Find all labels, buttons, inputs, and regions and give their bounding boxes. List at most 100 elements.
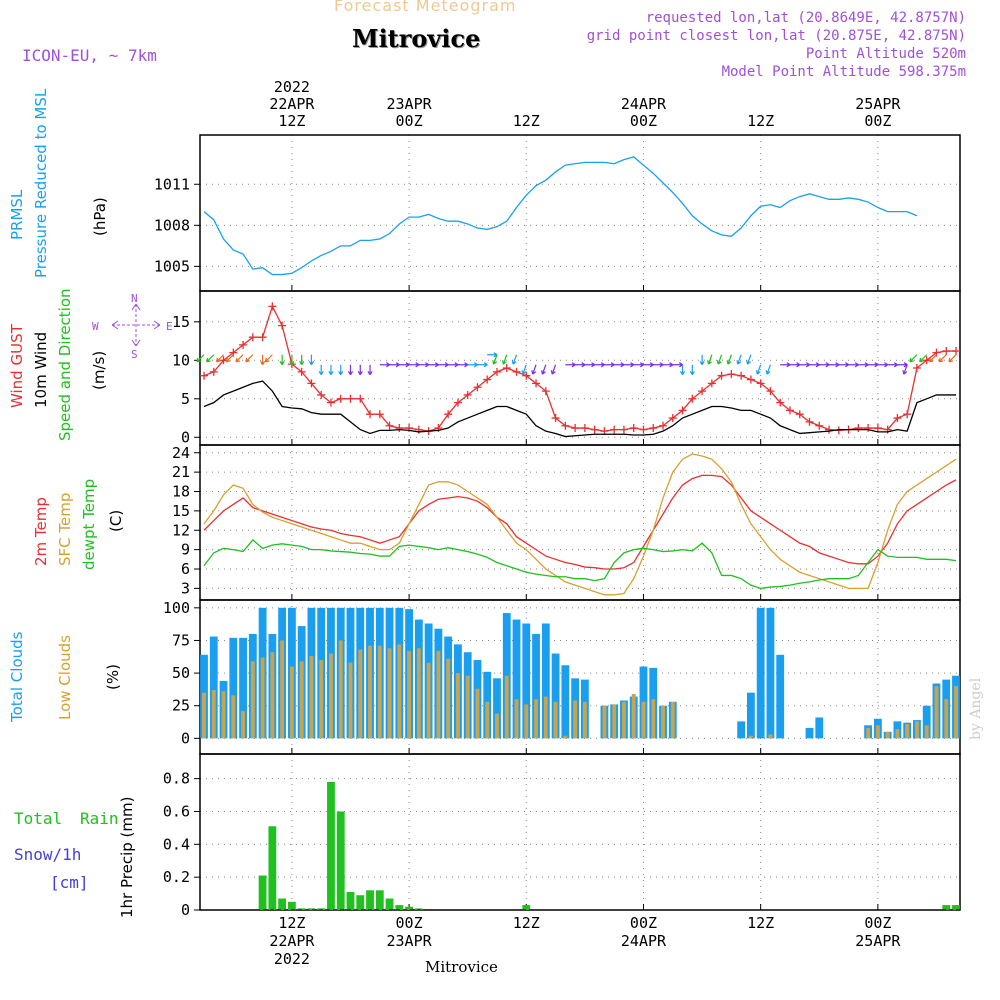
bottom-time-label-date: 22APR <box>269 932 315 950</box>
rain-bar <box>942 905 951 910</box>
low-cloud-bar <box>924 725 929 739</box>
y-tick-label: 0.8 <box>163 770 190 788</box>
total-cloud-bar <box>756 607 765 739</box>
wind-direction-arrow <box>736 354 742 365</box>
low-cloud-bar <box>231 695 236 739</box>
y-tick-label: 25 <box>172 697 190 715</box>
low-cloud-bar <box>582 701 587 739</box>
low-cloud-bar <box>514 699 519 739</box>
top-time-label-hour: 00Z <box>864 112 891 130</box>
gust-marker <box>317 390 326 399</box>
total-cloud-bar <box>766 607 775 739</box>
wind-direction-arrow <box>755 364 762 375</box>
wind-direction-arrow <box>679 364 686 376</box>
gust-marker <box>385 421 394 430</box>
gust-marker <box>571 424 580 433</box>
y-tick-label: 21 <box>172 463 190 481</box>
y-tick-label: 0 <box>181 901 190 919</box>
y-tick-label: 0 <box>181 428 190 446</box>
y-tick-label: 0.2 <box>163 868 190 886</box>
gust-marker <box>746 375 755 384</box>
low-cloud-bar <box>895 729 900 739</box>
y-tick-label: 18 <box>172 483 190 501</box>
wind-direction-arrow <box>604 362 615 368</box>
model-point-altitude: Model Point Altitude 598.375m <box>721 64 966 80</box>
gust-marker <box>492 367 501 376</box>
point-altitude: Point Altitude 520m <box>805 46 966 62</box>
low-cloud-bar <box>475 688 480 739</box>
low-cloud-bar <box>377 645 382 739</box>
wind-direction-arrow <box>511 354 518 365</box>
wind-direction-arrow <box>948 354 957 363</box>
gust-marker <box>942 347 951 356</box>
model-name: ICON-EU, ~ 7km <box>22 46 157 65</box>
low-cloud-bar <box>387 648 392 739</box>
wind-direction-arrow <box>689 364 695 376</box>
rain-bar <box>414 908 423 910</box>
wind-direction-arrow <box>418 362 430 368</box>
wind-direction-arrow <box>707 354 713 365</box>
low-cloud-bar <box>202 692 206 739</box>
wind-direction-arrow <box>347 364 354 376</box>
low-cloud-bar <box>553 701 558 739</box>
gust-marker <box>297 367 306 376</box>
y-tick-label: 9 <box>181 541 190 559</box>
wind-direction-arrow <box>938 354 947 363</box>
rain-bar <box>297 908 306 910</box>
wind-direction-arrow <box>887 362 898 368</box>
wind-direction-arrow <box>789 362 801 368</box>
gust-marker <box>336 394 345 403</box>
low-cloud-bar <box>455 673 460 739</box>
gust-marker <box>776 398 785 407</box>
wind-direction-arrow <box>487 352 498 358</box>
low-cloud-bar <box>495 713 499 739</box>
wind-direction-arrow <box>902 364 908 375</box>
low-cloud-bar <box>914 721 919 739</box>
compass-rose: N W E S <box>88 292 178 361</box>
wind-direction-arrow <box>477 362 488 368</box>
low-cloud-bar <box>504 675 509 739</box>
gust-marker <box>346 394 355 403</box>
wind-direction-arrow <box>264 354 273 363</box>
bottom-time-label-date: 24APR <box>621 932 667 950</box>
low-cloud-bar <box>416 648 421 739</box>
gust-marker <box>444 410 453 419</box>
low-cloud-bar <box>573 700 578 739</box>
wind-direction-arrow <box>716 354 723 365</box>
gust-marker <box>952 347 960 356</box>
low-cloud-bar <box>299 661 304 739</box>
wind-direction-arrow <box>457 362 469 368</box>
top-time-label-date: 25APR <box>855 95 901 113</box>
rain-bar <box>278 898 287 910</box>
wind-direction-arrow <box>838 362 850 368</box>
wind-direction-arrow <box>260 354 266 366</box>
low-cloud-bar <box>397 644 402 739</box>
low-cloud-bar <box>260 657 265 739</box>
wind-direction-arrow <box>726 354 732 365</box>
gust-marker <box>561 421 570 430</box>
gust-marker <box>766 387 775 396</box>
wind-direction-arrow <box>225 354 234 363</box>
wind-direction-arrow <box>575 362 586 368</box>
y-tick-label: 12 <box>172 521 190 539</box>
top-time-label-date: 22APR <box>269 95 315 113</box>
total-cloud-bar <box>493 678 501 739</box>
low-cloud-bar <box>621 701 626 739</box>
low-cloud-bar <box>534 699 539 739</box>
gust-marker <box>707 379 716 388</box>
wind-direction-arrow <box>746 354 752 365</box>
wind-direction-arrow <box>501 354 508 365</box>
wind-direction-arrow <box>653 362 664 368</box>
gust-marker <box>668 414 677 423</box>
gust-marker <box>483 375 492 384</box>
rain-bar <box>385 898 394 910</box>
gust-marker <box>453 398 462 407</box>
gust-marker <box>551 414 560 423</box>
total-cloud-bar <box>737 721 746 739</box>
gust-marker <box>473 383 482 392</box>
gust-marker <box>785 406 794 415</box>
low-cloud-bar <box>866 727 871 739</box>
gust-marker <box>239 340 248 349</box>
y-tick-label: 24 <box>172 444 190 462</box>
total-cloud-bar <box>229 637 238 739</box>
